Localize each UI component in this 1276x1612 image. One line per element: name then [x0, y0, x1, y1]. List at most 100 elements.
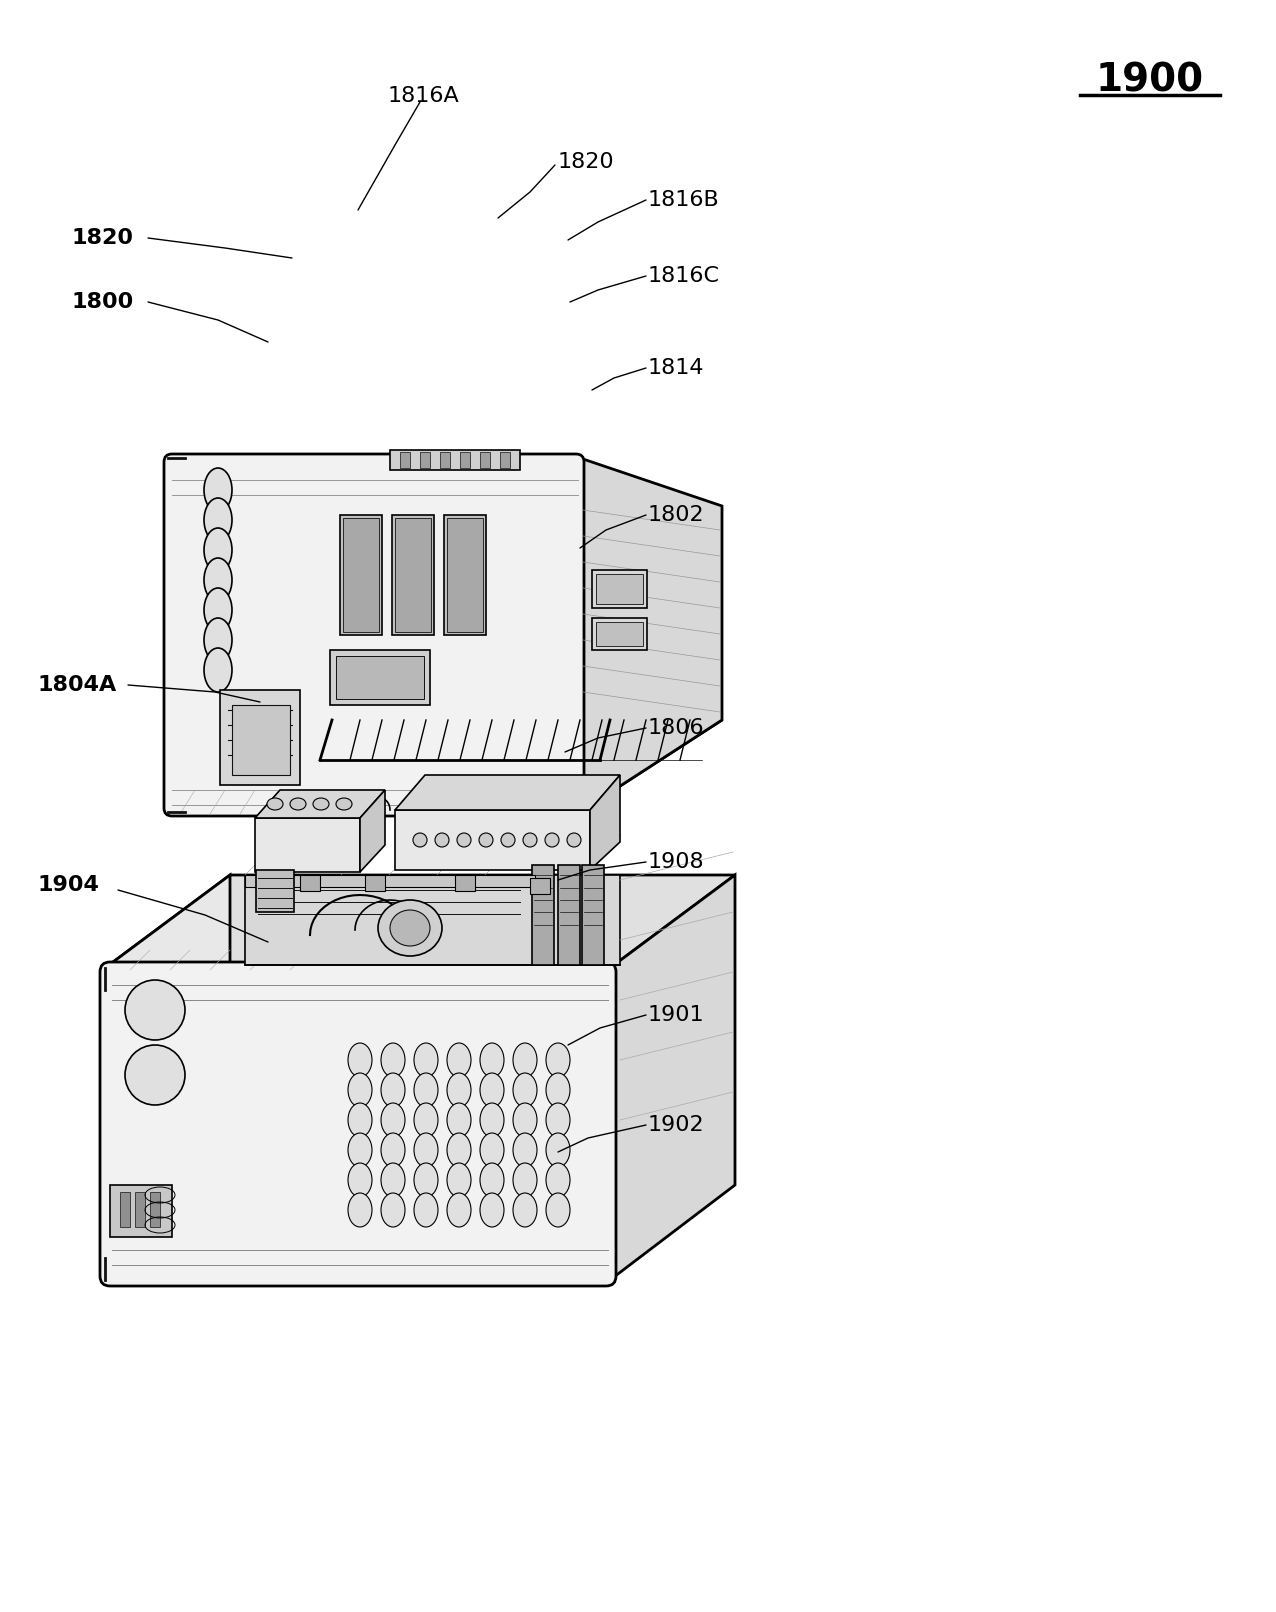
Polygon shape	[105, 875, 230, 1280]
Ellipse shape	[204, 617, 232, 663]
Bar	[120, 1191, 130, 1227]
Bar	[399, 451, 410, 467]
Polygon shape	[255, 790, 385, 817]
Ellipse shape	[546, 1074, 570, 1107]
Ellipse shape	[513, 1162, 537, 1198]
Bar	[151, 1191, 160, 1227]
Ellipse shape	[447, 1074, 471, 1107]
Ellipse shape	[378, 899, 441, 956]
Bar	[300, 875, 320, 891]
Ellipse shape	[390, 911, 430, 946]
Bar	[461, 451, 470, 467]
Text: 1806: 1806	[648, 717, 704, 738]
Ellipse shape	[348, 1074, 373, 1107]
Polygon shape	[581, 458, 722, 812]
Polygon shape	[168, 721, 722, 812]
Ellipse shape	[382, 1074, 404, 1107]
Ellipse shape	[480, 1043, 504, 1077]
Ellipse shape	[513, 1043, 537, 1077]
Ellipse shape	[501, 833, 516, 846]
Bar	[592, 617, 647, 650]
Ellipse shape	[382, 1043, 404, 1077]
Text: 1816A: 1816A	[388, 85, 459, 106]
Bar	[232, 704, 290, 775]
Ellipse shape	[513, 1133, 537, 1167]
Ellipse shape	[546, 1162, 570, 1198]
Ellipse shape	[567, 833, 581, 846]
Bar	[330, 650, 430, 704]
Ellipse shape	[382, 1103, 404, 1136]
Ellipse shape	[513, 1193, 537, 1227]
Ellipse shape	[382, 1162, 404, 1198]
Bar	[219, 690, 300, 785]
Ellipse shape	[480, 1074, 504, 1107]
Ellipse shape	[447, 1162, 471, 1198]
Ellipse shape	[348, 1103, 373, 1136]
Ellipse shape	[413, 1133, 438, 1167]
Ellipse shape	[413, 1193, 438, 1227]
Polygon shape	[396, 775, 620, 809]
Ellipse shape	[382, 1133, 404, 1167]
Ellipse shape	[336, 798, 352, 809]
Bar	[339, 514, 382, 635]
Text: 1816C: 1816C	[648, 266, 720, 285]
Bar	[365, 875, 385, 891]
Ellipse shape	[125, 980, 185, 1040]
Bar	[596, 622, 643, 646]
Ellipse shape	[413, 1074, 438, 1107]
Text: 1802: 1802	[648, 505, 704, 526]
Bar	[396, 517, 431, 632]
Bar	[480, 451, 490, 467]
Text: 1814: 1814	[648, 358, 704, 377]
Bar	[420, 451, 430, 467]
Bar	[390, 450, 521, 471]
Ellipse shape	[413, 1103, 438, 1136]
FancyBboxPatch shape	[100, 962, 616, 1286]
Ellipse shape	[447, 1133, 471, 1167]
Ellipse shape	[447, 1103, 471, 1136]
Ellipse shape	[447, 1193, 471, 1227]
Ellipse shape	[204, 467, 232, 513]
Ellipse shape	[546, 1043, 570, 1077]
Polygon shape	[590, 775, 620, 870]
Ellipse shape	[478, 833, 493, 846]
Bar	[558, 866, 581, 966]
Ellipse shape	[546, 1103, 570, 1136]
Ellipse shape	[204, 498, 232, 542]
Bar	[110, 1185, 172, 1236]
Polygon shape	[255, 817, 360, 872]
Ellipse shape	[545, 833, 559, 846]
Bar	[392, 514, 434, 635]
Bar	[343, 517, 379, 632]
Bar	[592, 571, 647, 608]
Ellipse shape	[447, 1043, 471, 1077]
Text: 1902: 1902	[648, 1116, 704, 1135]
Ellipse shape	[480, 1133, 504, 1167]
Bar	[447, 517, 484, 632]
Text: 1804A: 1804A	[38, 675, 117, 695]
Ellipse shape	[313, 798, 329, 809]
Ellipse shape	[413, 1043, 438, 1077]
Bar	[135, 1191, 145, 1227]
Bar	[440, 451, 450, 467]
Bar	[245, 875, 535, 887]
Ellipse shape	[513, 1074, 537, 1107]
Polygon shape	[105, 875, 735, 967]
Ellipse shape	[204, 558, 232, 601]
Text: 1816B: 1816B	[648, 190, 720, 210]
Text: 1800: 1800	[71, 292, 134, 313]
Bar	[500, 451, 510, 467]
Bar	[596, 574, 643, 604]
Bar	[444, 514, 486, 635]
Text: 1820: 1820	[558, 152, 615, 172]
Ellipse shape	[290, 798, 306, 809]
Ellipse shape	[435, 833, 449, 846]
Bar	[256, 870, 293, 912]
Polygon shape	[396, 809, 590, 870]
Text: 1908: 1908	[648, 853, 704, 872]
Ellipse shape	[457, 833, 471, 846]
Bar	[532, 866, 554, 966]
Text: 1820: 1820	[71, 227, 134, 248]
Ellipse shape	[125, 1045, 185, 1104]
Polygon shape	[245, 875, 620, 966]
